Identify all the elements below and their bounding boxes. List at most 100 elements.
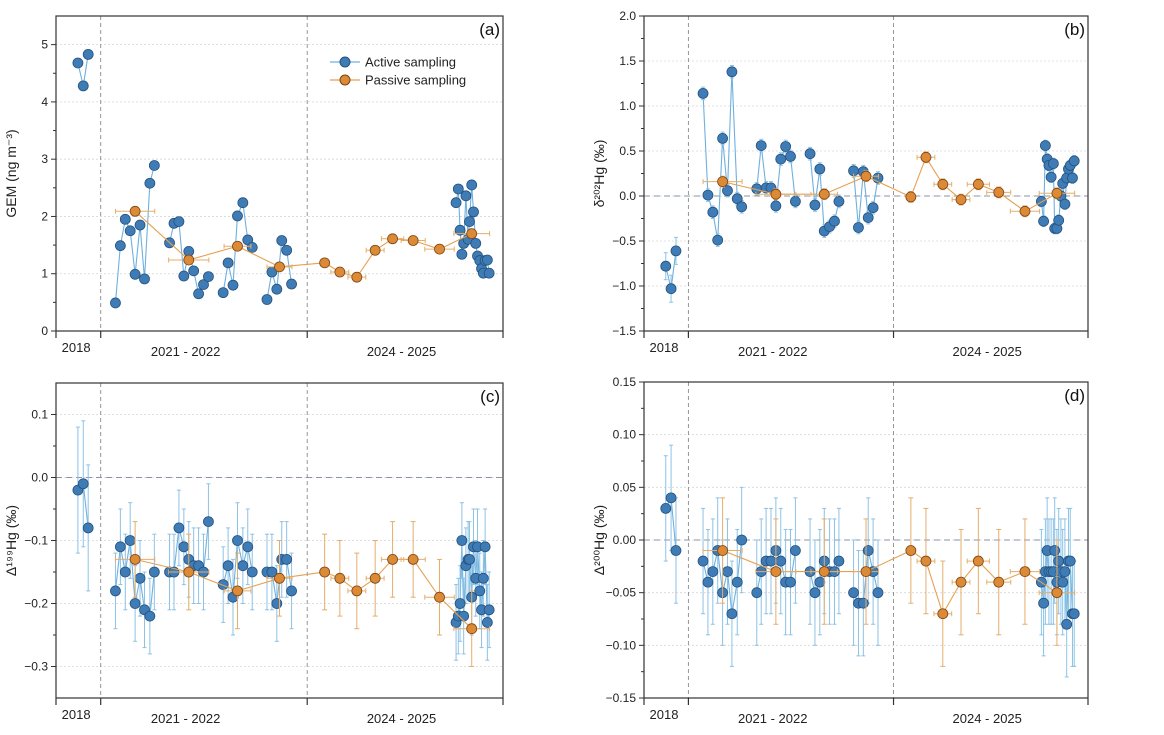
- active-point: [1057, 576, 1069, 588]
- active-point: [1068, 155, 1080, 167]
- legend-passive-label: Passive sampling: [365, 73, 466, 88]
- active-point: [722, 566, 733, 577]
- active-point: [775, 153, 787, 165]
- active-point: [460, 190, 472, 202]
- passive-point: [407, 554, 419, 565]
- y-tick-label: −0.1: [24, 534, 48, 548]
- passive-point: [937, 608, 949, 620]
- passive-point: [818, 566, 830, 577]
- passive-point: [387, 554, 398, 565]
- passive-point: [993, 576, 1005, 588]
- y-tick-label: 5: [41, 38, 48, 52]
- active-point: [110, 297, 121, 309]
- passive-point: [993, 186, 1005, 198]
- active-point: [483, 604, 495, 616]
- active-point: [809, 199, 821, 211]
- active-point: [1068, 608, 1080, 620]
- active-point: [697, 555, 709, 567]
- panel-a: 0 1 2 3 4 5 2018 2021 - 2022 2024 - 2025 GEM (ng …: [3, 15, 504, 359]
- active-point: [217, 579, 229, 590]
- x-tick-label: 2024 - 2025: [367, 344, 436, 359]
- y-tick-label: −0.15: [606, 691, 637, 705]
- active-point: [464, 554, 475, 565]
- passive-point: [717, 176, 728, 188]
- active-point: [129, 598, 141, 609]
- passive-point: [860, 170, 872, 182]
- active-point: [1049, 545, 1061, 556]
- active-point: [470, 237, 482, 249]
- active-point: [450, 197, 462, 209]
- active-point: [72, 57, 84, 69]
- active-series: [660, 444, 1080, 678]
- active-point: [751, 587, 763, 599]
- active-point: [702, 189, 714, 201]
- y-tick-label: −0.2: [24, 597, 48, 611]
- active-point: [483, 267, 495, 279]
- panels: 0 1 2 3 4 5 2018 2021 - 2022 2024 - 2025 GEM (ng …: [3, 9, 1089, 726]
- passive-point: [955, 194, 967, 206]
- active-point: [178, 541, 190, 553]
- passive-point: [232, 240, 243, 252]
- y-axis-title: GEM (ng m⁻³): [3, 129, 19, 217]
- passive-point: [319, 257, 331, 269]
- active-point: [173, 216, 185, 228]
- active-point: [702, 576, 714, 588]
- active-point: [458, 610, 470, 622]
- x-tick-label: 2018: [62, 340, 91, 355]
- active-point: [790, 195, 801, 207]
- active-point: [1061, 618, 1073, 630]
- active-point: [139, 273, 150, 285]
- passive-point: [860, 566, 872, 577]
- active-point: [1059, 198, 1071, 210]
- active-point: [481, 617, 493, 628]
- passive-point: [972, 555, 984, 567]
- active-point: [456, 248, 468, 260]
- active-point: [814, 163, 826, 175]
- passive-point: [334, 266, 346, 278]
- passive-line: [134, 558, 473, 630]
- active-point: [736, 201, 748, 213]
- passive-point: [319, 566, 331, 578]
- passive-point: [905, 191, 917, 203]
- active-point: [712, 234, 724, 246]
- y-tick-label: −0.3: [24, 660, 48, 674]
- y-tick-label: 2: [41, 209, 48, 223]
- active-point: [477, 572, 489, 584]
- active-point: [833, 555, 845, 567]
- active-point: [129, 268, 141, 280]
- active-point: [1067, 172, 1078, 184]
- passive-point: [466, 228, 478, 240]
- passive-point: [369, 244, 381, 256]
- y-tick-label: 2.0: [619, 9, 636, 23]
- active-point: [731, 576, 743, 588]
- active-point: [119, 213, 131, 225]
- passive-point: [387, 233, 398, 245]
- passive-point: [129, 554, 141, 565]
- passive-point: [920, 151, 932, 163]
- passive-point: [937, 178, 949, 190]
- active-point: [82, 522, 94, 534]
- active-point: [726, 66, 738, 78]
- passive-point: [434, 591, 445, 603]
- active-point: [697, 88, 709, 99]
- y-tick-label: 0.0: [31, 471, 48, 485]
- x-tick-label: 2024 - 2025: [953, 711, 1022, 726]
- y-tick-label: −1.0: [612, 279, 636, 293]
- x-tick-label: 2021 - 2022: [738, 344, 807, 359]
- y-tick-label: 0.10: [613, 428, 637, 442]
- active-point: [77, 80, 89, 92]
- active-point: [1045, 171, 1057, 183]
- active-point: [862, 212, 874, 224]
- active-point: [237, 197, 249, 209]
- panel-label: (d): [1064, 386, 1085, 405]
- active-point: [276, 235, 288, 246]
- active-point: [134, 572, 146, 584]
- active-point: [1039, 140, 1051, 152]
- active-point: [670, 545, 682, 556]
- active-point: [124, 225, 136, 237]
- passive-point: [905, 545, 917, 556]
- panel-c: −0.3 −0.2 −0.1 0.0 0.1 2018 2021 - 2022 2024 - …: [3, 382, 504, 726]
- active-point: [1064, 555, 1076, 567]
- active-point: [286, 278, 297, 290]
- active-point: [660, 260, 672, 272]
